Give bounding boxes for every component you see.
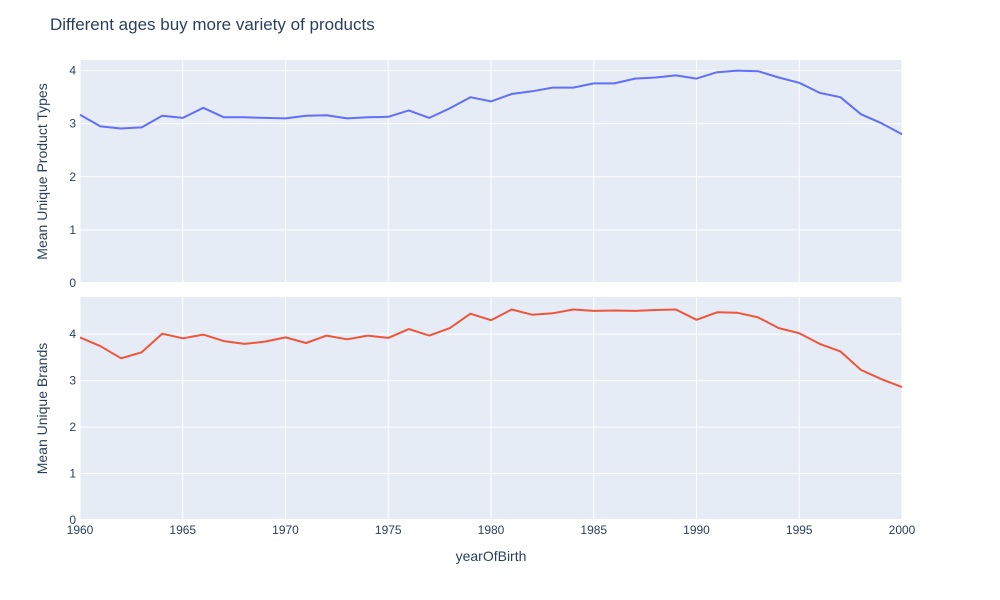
x-tick-label: 1990	[683, 523, 710, 537]
y-tick-label: 1	[69, 467, 76, 481]
x-tick-label: 1965	[169, 523, 196, 537]
x-tick-label: 1975	[375, 523, 402, 537]
panel-top-series	[79, 69, 903, 136]
y-axis-title-bottom: Mean Unique Brands	[34, 343, 50, 475]
x-axis-ticks: 1960 1965 1970 1975 1980 1985 1990 1995 2000	[67, 523, 916, 537]
series-line	[79, 308, 903, 389]
panel-bottom-y-ticks: 0 1 2 3 4	[69, 327, 76, 527]
y-tick-label: 0	[69, 276, 76, 290]
panel-top: 0 1 2 3 4 Mean Unique Product Types	[34, 60, 903, 290]
y-tick-label: 4	[69, 327, 76, 341]
x-tick-label: 1985	[580, 523, 607, 537]
panel-bottom-series	[79, 308, 903, 389]
y-tick-label: 2	[69, 170, 76, 184]
y-tick-label: 4	[69, 64, 76, 78]
series-line	[79, 69, 903, 136]
y-tick-label: 3	[69, 374, 76, 388]
panel-bottom: 0 1 2 3 4 Mean Unique Brands	[34, 297, 903, 527]
y-tick-label: 2	[69, 420, 76, 434]
x-tick-label: 1960	[67, 523, 94, 537]
x-tick-label: 1970	[272, 523, 299, 537]
panel-top-gridlines	[79, 60, 903, 284]
chart-title: Different ages buy more variety of produ…	[50, 15, 375, 34]
x-tick-label: 1980	[478, 523, 505, 537]
x-axis-title: yearOfBirth	[456, 548, 527, 564]
y-tick-label: 1	[69, 223, 76, 237]
panel-bottom-gridlines	[79, 297, 903, 521]
x-tick-label: 2000	[889, 523, 916, 537]
y-tick-label: 3	[69, 117, 76, 131]
y-axis-title-top: Mean Unique Product Types	[34, 83, 50, 259]
y-tick-label: 0	[69, 513, 76, 527]
panel-top-y-ticks: 0 1 2 3 4	[69, 64, 76, 290]
x-tick-label: 1995	[786, 523, 813, 537]
